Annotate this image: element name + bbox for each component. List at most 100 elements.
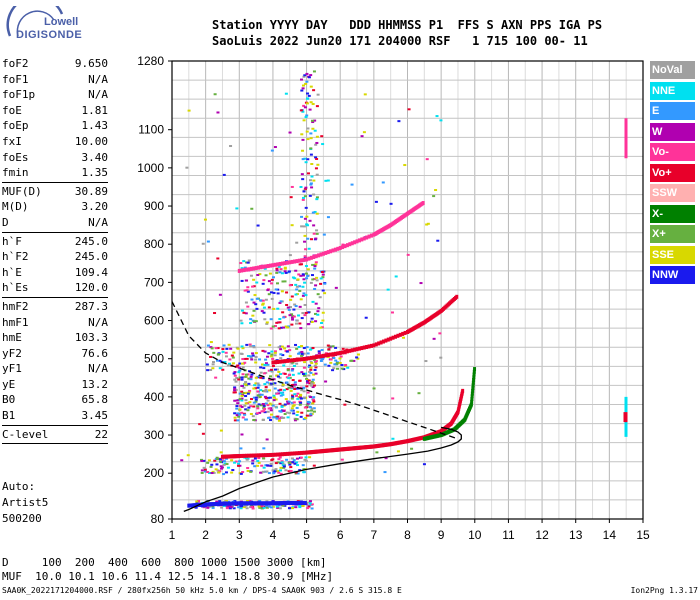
echo-point xyxy=(288,376,292,379)
echo-point xyxy=(257,461,261,464)
marker-bar xyxy=(624,118,628,159)
echo-point xyxy=(273,324,277,327)
echo-point xyxy=(279,348,283,351)
echo-point xyxy=(374,200,378,203)
echo-point xyxy=(252,405,256,408)
param-row: yF2 76.6 xyxy=(2,346,108,362)
echo-point xyxy=(266,410,270,413)
echo-point xyxy=(279,268,283,271)
echo-point xyxy=(279,388,283,391)
echo-point xyxy=(306,323,310,326)
echo-point xyxy=(315,105,319,108)
trace-point xyxy=(345,243,349,248)
trace-point xyxy=(293,451,297,456)
echo-point xyxy=(327,348,331,351)
echo-point xyxy=(293,303,297,306)
trace-point xyxy=(471,380,475,385)
echo-point xyxy=(301,373,305,376)
echo-point xyxy=(283,280,287,283)
trace-point xyxy=(401,331,405,336)
echo-point xyxy=(304,417,308,420)
echo-point xyxy=(269,464,273,467)
echo-point xyxy=(292,412,296,415)
echo-point xyxy=(324,352,328,355)
echo-point xyxy=(251,314,255,317)
logo-text-digisonde: DIGISONDE xyxy=(16,29,83,41)
echo-point xyxy=(222,344,226,347)
trace-point xyxy=(372,343,376,348)
echo-point xyxy=(259,371,263,374)
echo-point xyxy=(294,293,298,296)
echo-point xyxy=(302,84,306,87)
param-name: fmin xyxy=(2,166,29,180)
echo-point xyxy=(233,386,237,389)
echo-point xyxy=(396,450,400,453)
echo-point xyxy=(316,163,320,166)
echo-point xyxy=(256,386,260,389)
echo-point xyxy=(233,391,237,394)
echo-point xyxy=(438,332,442,335)
echo-point xyxy=(312,179,316,182)
echo-point xyxy=(281,393,285,396)
echo-point xyxy=(209,355,213,358)
echo-point xyxy=(303,74,307,77)
echo-point xyxy=(207,472,211,475)
echo-point xyxy=(425,158,429,161)
x-tick-label: 9 xyxy=(438,528,445,542)
echo-point xyxy=(309,371,313,374)
echo-point xyxy=(180,459,184,462)
echo-point xyxy=(296,472,300,475)
trace-point xyxy=(242,453,246,458)
echo-point xyxy=(329,361,333,364)
param-name: h`F2 xyxy=(2,250,29,264)
echo-point xyxy=(228,507,232,510)
echo-point xyxy=(313,364,317,367)
echo-point xyxy=(300,133,304,136)
echo-point xyxy=(221,348,225,351)
trace-point xyxy=(396,333,400,338)
echo-point xyxy=(309,366,313,369)
echo-point xyxy=(259,366,263,369)
echo-point xyxy=(253,384,257,387)
echo-point xyxy=(237,366,241,369)
trace-point xyxy=(343,349,347,354)
echo-point xyxy=(288,355,292,358)
echo-point xyxy=(312,70,316,73)
echo-point xyxy=(294,471,298,474)
param-name: yF2 xyxy=(2,346,22,360)
header-line-2: SaoLuis 2022 Jun20 171 204000 RSF 1 715 … xyxy=(212,34,588,48)
echo-point xyxy=(240,411,244,414)
echo-point xyxy=(305,377,309,380)
echo-point xyxy=(206,240,210,243)
param-row: B1 3.45 xyxy=(2,408,108,424)
echo-point xyxy=(301,178,305,181)
echo-point xyxy=(276,307,280,310)
echo-point xyxy=(288,463,292,466)
echo-point xyxy=(211,506,215,509)
echo-point xyxy=(236,506,240,509)
echo-point xyxy=(306,507,310,510)
echo-point xyxy=(432,337,436,340)
echo-point xyxy=(242,412,246,415)
marker-bar xyxy=(623,412,628,423)
echo-point xyxy=(302,366,306,369)
echo-point xyxy=(304,186,308,189)
echo-point xyxy=(259,376,263,379)
echo-point xyxy=(302,75,306,78)
echo-point xyxy=(227,343,231,346)
echo-point xyxy=(320,326,324,329)
echo-point xyxy=(314,302,318,305)
echo-point xyxy=(225,505,229,508)
echo-point xyxy=(254,355,258,358)
x-tick-label: 14 xyxy=(603,528,617,542)
echo-point xyxy=(302,471,306,474)
echo-point xyxy=(270,370,274,373)
echo-point xyxy=(341,243,345,246)
echo-point xyxy=(223,462,227,465)
echo-point xyxy=(315,141,319,144)
echo-point xyxy=(294,394,298,397)
trace-point xyxy=(391,335,395,340)
param-value: 1.43 xyxy=(81,119,109,133)
echo-point xyxy=(335,367,339,370)
echo-point xyxy=(284,398,288,401)
